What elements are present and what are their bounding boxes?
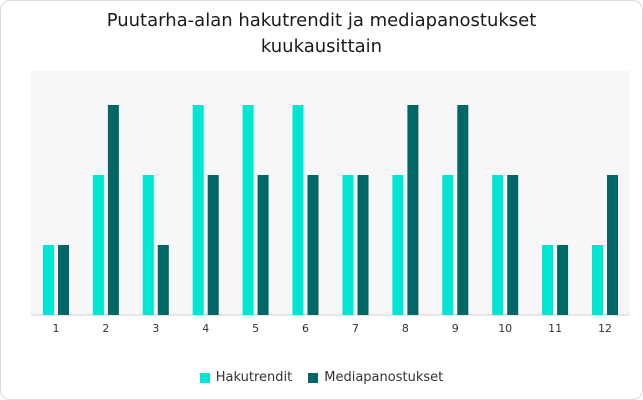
bar-hakutrendit-11 bbox=[542, 245, 554, 315]
bar-mediapanostukset-3 bbox=[157, 245, 169, 315]
x-tick-label-1: 1 bbox=[53, 322, 60, 335]
bar-mediapanostukset-6 bbox=[307, 175, 319, 315]
bar-hakutrendit-4 bbox=[192, 105, 204, 315]
x-tick-label-8: 8 bbox=[402, 322, 409, 335]
legend-item-hakutrendit: Hakutrendit bbox=[199, 370, 293, 385]
bar-mediapanostukset-2 bbox=[107, 105, 119, 315]
bar-hakutrendit-7 bbox=[342, 175, 354, 315]
bar-hakutrendit-8 bbox=[392, 175, 404, 315]
x-tick-label-4: 4 bbox=[202, 322, 209, 335]
chart-title-line-2: kuukausittain bbox=[260, 36, 383, 57]
bar-mediapanostukset-5 bbox=[257, 175, 269, 315]
bar-hakutrendit-3 bbox=[142, 175, 154, 315]
bar-hakutrendit-12 bbox=[592, 245, 603, 315]
bar-mediapanostukset-10 bbox=[507, 175, 519, 315]
x-tick-labels: 1 2 3 4 5 6 7 8 9 10 11 12 bbox=[53, 322, 613, 335]
bar-mediapanostukset-8 bbox=[407, 105, 419, 315]
chart-title-line-1: Puutarha-alan hakutrendit ja mediapanost… bbox=[106, 10, 537, 31]
x-tick-label-11: 11 bbox=[548, 322, 562, 335]
x-tick-label-10: 10 bbox=[498, 322, 512, 335]
bars-layer bbox=[43, 105, 618, 315]
legend-label-mediapanostukset: Mediapanostukset bbox=[324, 370, 444, 385]
bar-mediapanostukset-4 bbox=[207, 175, 219, 315]
bar-hakutrendit-6 bbox=[292, 105, 304, 315]
bar-hakutrendit-10 bbox=[492, 175, 504, 315]
bar-mediapanostukset-11 bbox=[557, 245, 569, 315]
x-tick-label-3: 3 bbox=[152, 322, 159, 335]
bar-hakutrendit-2 bbox=[92, 175, 104, 315]
plot-area bbox=[31, 71, 630, 315]
x-tick-label-9: 9 bbox=[452, 322, 459, 335]
bar-mediapanostukset-12 bbox=[607, 175, 618, 315]
x-tick-label-5: 5 bbox=[252, 322, 259, 335]
bar-hakutrendit-9 bbox=[442, 175, 454, 315]
x-tick-label-6: 6 bbox=[302, 322, 309, 335]
x-tick-label-2: 2 bbox=[102, 322, 109, 335]
legend-swatch-hakutrendit bbox=[199, 372, 210, 383]
bar-hakutrendit-1 bbox=[43, 245, 54, 315]
bar-mediapanostukset-7 bbox=[357, 175, 369, 315]
bar-hakutrendit-5 bbox=[242, 105, 254, 315]
x-tick-label-12: 12 bbox=[598, 322, 612, 335]
chart-legend: Hakutrendit Mediapanostukset bbox=[0, 370, 643, 385]
chart-title: Puutarha-alan hakutrendit ja mediapanost… bbox=[0, 8, 643, 60]
bar-mediapanostukset-9 bbox=[457, 105, 469, 315]
legend-item-mediapanostukset: Mediapanostukset bbox=[308, 370, 443, 385]
legend-swatch-mediapanostukset bbox=[308, 372, 319, 383]
bar-mediapanostukset-1 bbox=[58, 245, 69, 315]
legend-label-hakutrendit: Hakutrendit bbox=[215, 370, 293, 385]
x-tick-label-7: 7 bbox=[352, 322, 359, 335]
